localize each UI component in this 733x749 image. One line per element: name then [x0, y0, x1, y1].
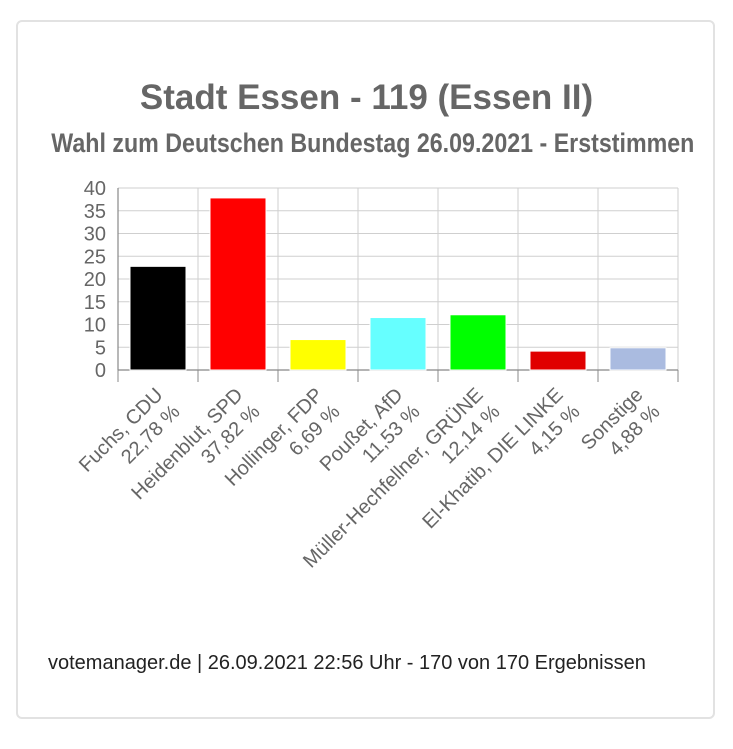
bar-6 [529, 350, 587, 371]
y-tick-label: 35 [84, 201, 106, 223]
y-tick-label: 5 [95, 337, 106, 359]
bar-4 [369, 317, 427, 371]
y-tick-label: 40 [84, 178, 106, 200]
chart-subtitle: Wahl zum Deutschen Bundestag 26.09.2021 … [51, 128, 695, 158]
bar-1 [129, 265, 187, 371]
bar-5 [449, 314, 507, 371]
bar-3 [289, 339, 347, 371]
y-tick-label: 0 [95, 360, 106, 382]
y-tick-label: 30 [84, 224, 106, 246]
footer-text: votemanager.de | 26.09.2021 22:56 Uhr - … [48, 652, 646, 674]
footer: votemanager.de | 26.09.2021 22:56 Uhr - … [16, 652, 715, 678]
y-tick-label: 10 [84, 315, 106, 337]
y-tick-label: 25 [84, 246, 106, 268]
y-tick-label: 15 [84, 292, 106, 314]
y-tick-label: 20 [84, 269, 106, 291]
bar-2 [209, 197, 267, 371]
chart-title: Stadt Essen - 119 (Essen II) [139, 78, 594, 117]
bar-7 [609, 347, 667, 371]
